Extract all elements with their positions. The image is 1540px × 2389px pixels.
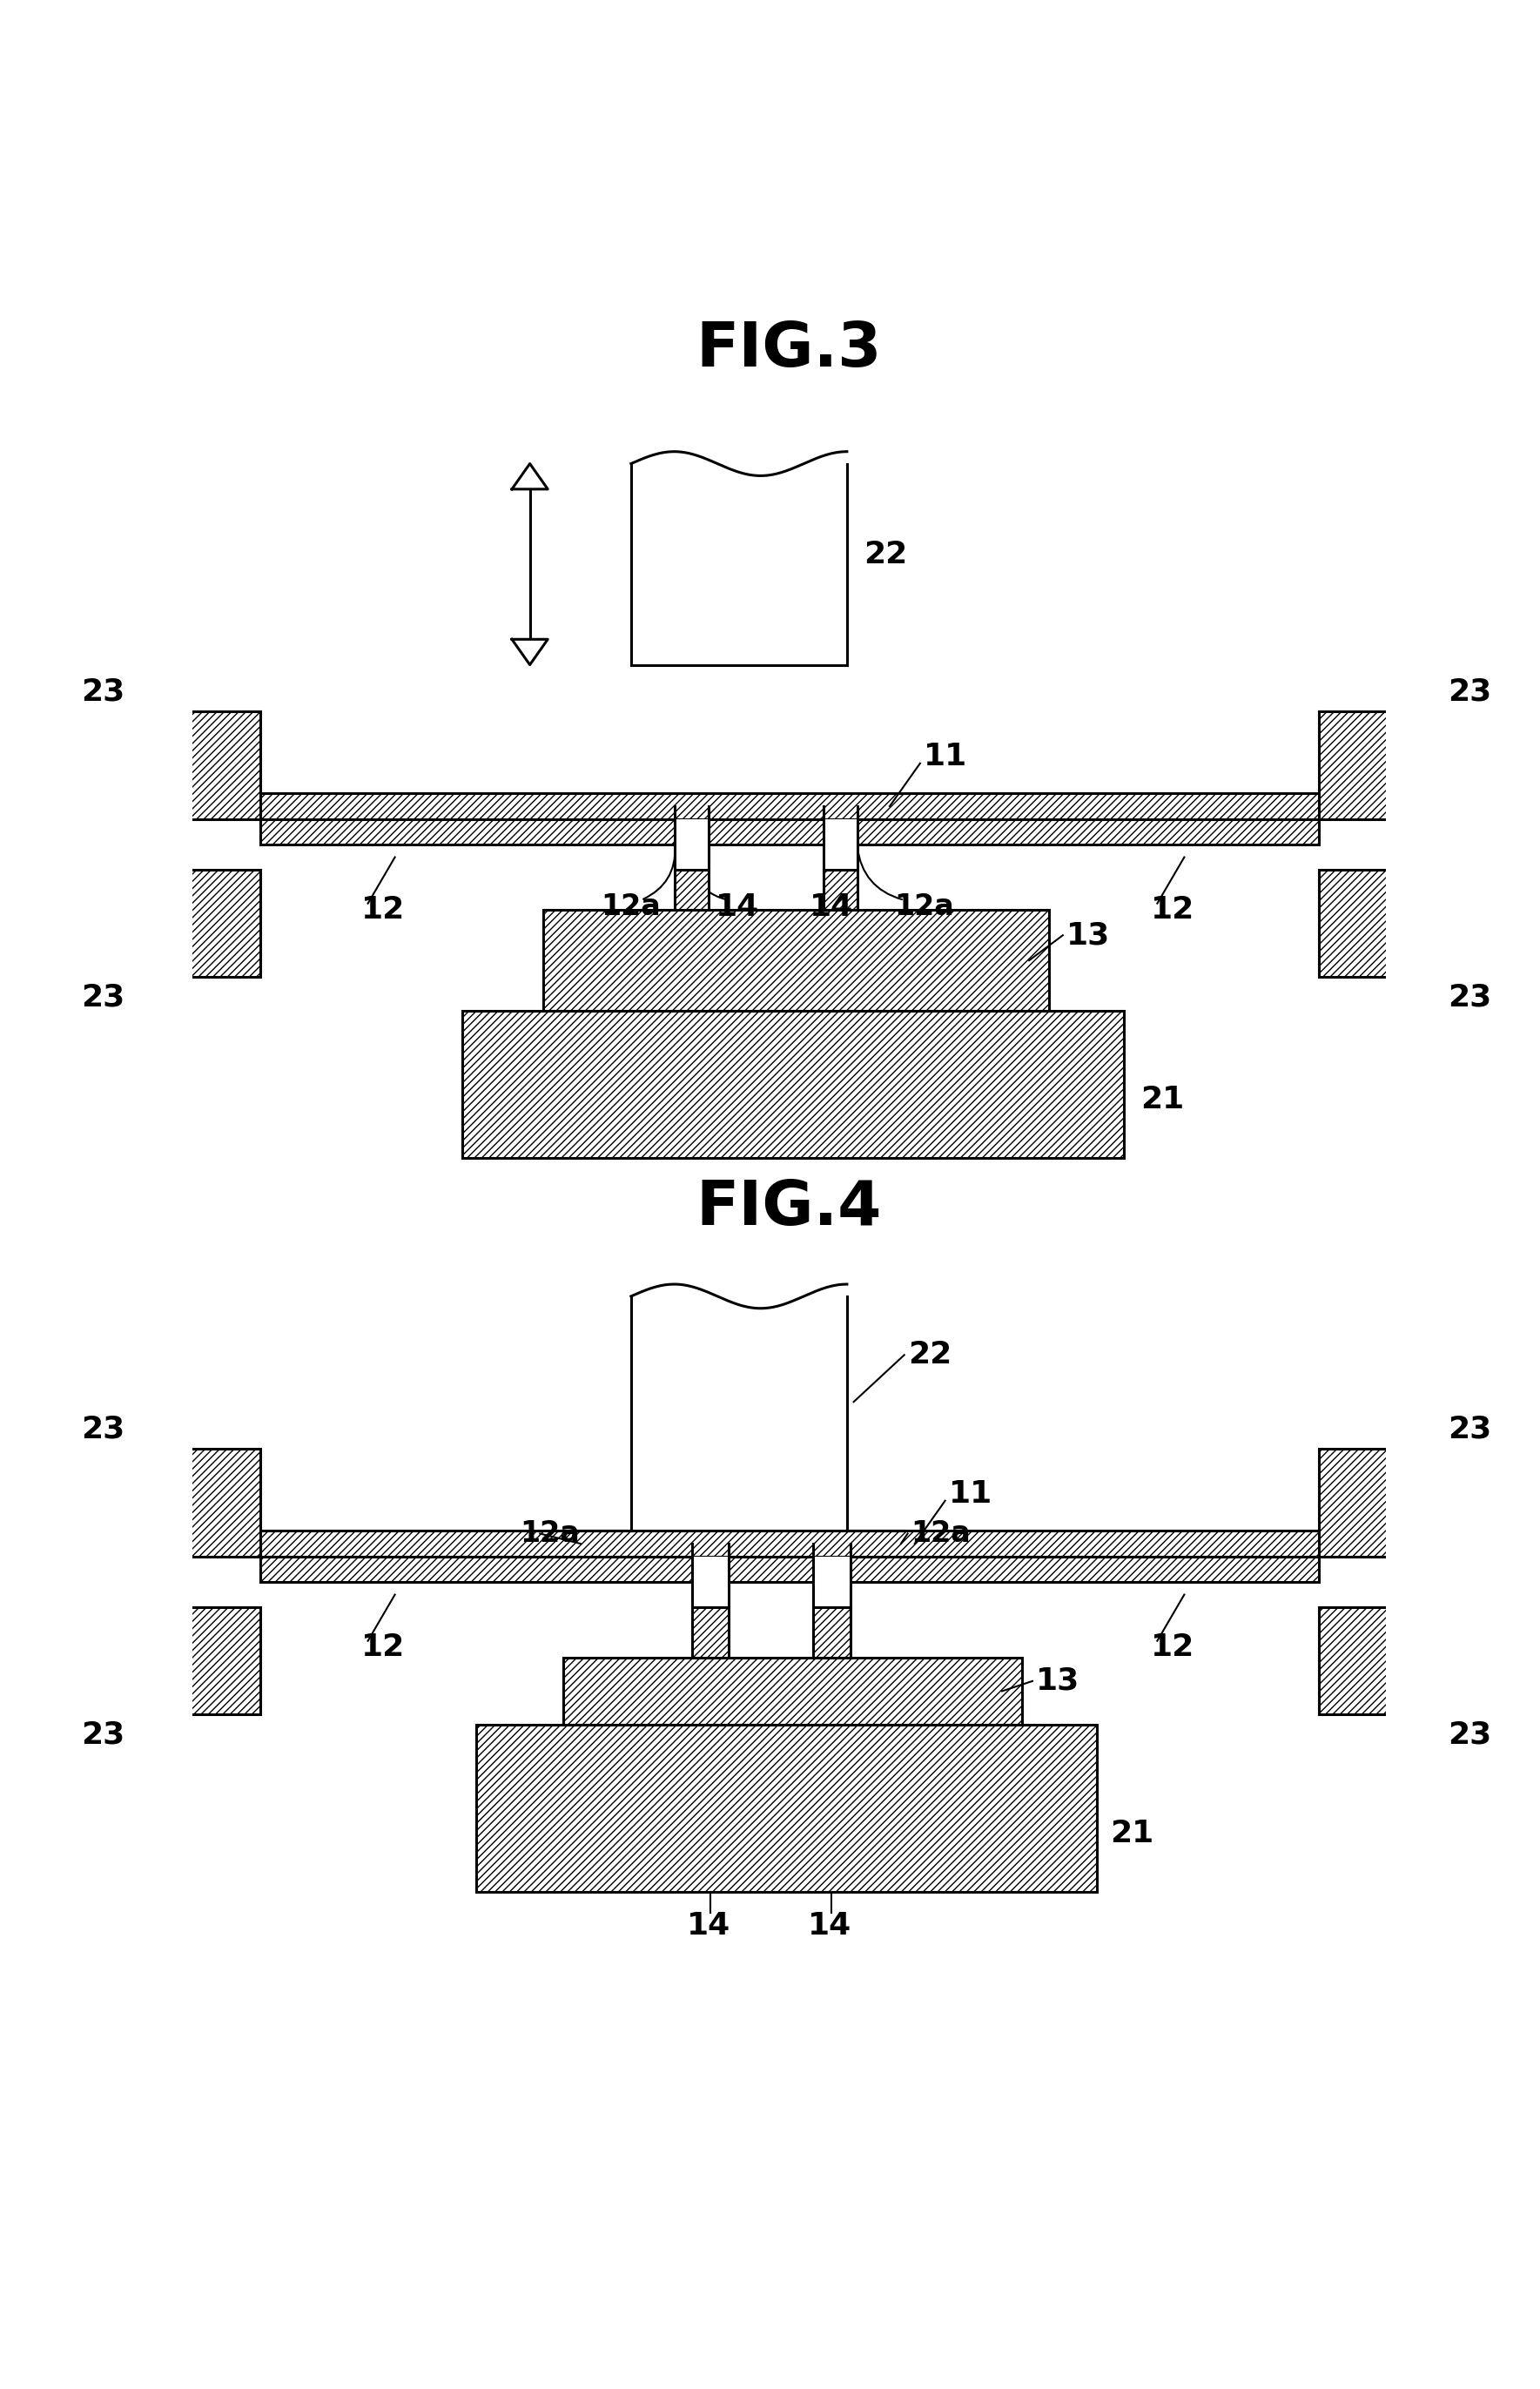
Text: FIG.3: FIG.3 [696, 320, 882, 380]
Bar [675, 819, 708, 870]
Polygon shape [511, 640, 548, 664]
Text: 21: 21 [1110, 1818, 1153, 1849]
Text: 12a: 12a [912, 1519, 970, 1548]
Text: 12a: 12a [895, 893, 953, 922]
Text: 23: 23 [1448, 982, 1491, 1013]
Text: 12: 12 [1150, 896, 1195, 925]
Text: 14: 14 [808, 1911, 852, 1940]
Text: 12: 12 [362, 896, 405, 925]
Text: 23: 23 [82, 1414, 125, 1443]
Bar [631, 1297, 847, 1531]
Text: 11: 11 [924, 743, 967, 772]
Bar [1320, 712, 1440, 819]
Text: 23: 23 [82, 676, 125, 707]
Bar [1320, 870, 1440, 977]
Bar [631, 463, 847, 664]
Bar [139, 712, 260, 819]
Text: 23: 23 [1448, 676, 1491, 707]
Text: 14: 14 [810, 891, 853, 922]
Text: 23: 23 [1448, 1720, 1491, 1749]
Polygon shape [511, 463, 548, 490]
Text: 14: 14 [687, 1911, 730, 1940]
Text: 22: 22 [907, 1340, 952, 1369]
Bar [139, 1608, 260, 1715]
Bar [675, 870, 708, 910]
Bar [813, 1555, 850, 1608]
Text: 13: 13 [1036, 1665, 1080, 1696]
Bar [631, 1297, 847, 1531]
Bar [544, 910, 1049, 1011]
Bar [1320, 1450, 1440, 1555]
Text: FIG.4: FIG.4 [696, 1178, 882, 1238]
Text: 12: 12 [1150, 1632, 1195, 1663]
Bar [813, 1608, 850, 1658]
Bar [691, 1608, 728, 1658]
Text: 23: 23 [82, 982, 125, 1013]
Text: 23: 23 [1448, 1414, 1491, 1443]
Text: 13: 13 [1066, 920, 1110, 951]
Text: 22: 22 [864, 540, 907, 569]
Bar [476, 1725, 1096, 1892]
Text: 12a: 12a [601, 893, 661, 922]
Bar [824, 819, 858, 870]
Text: 11: 11 [949, 1479, 992, 1510]
Bar [1320, 1608, 1440, 1715]
Bar [691, 1555, 728, 1608]
Text: 23: 23 [82, 1720, 125, 1749]
Bar [260, 819, 1320, 843]
Bar [139, 1450, 260, 1555]
Bar [139, 870, 260, 977]
Text: 12a: 12a [519, 1519, 579, 1548]
Text: 14: 14 [716, 891, 759, 922]
Bar [260, 1531, 1320, 1555]
Bar [260, 793, 1320, 819]
Bar [564, 1658, 1023, 1725]
Bar [631, 463, 847, 664]
Bar [462, 1011, 1124, 1159]
Text: 21: 21 [1141, 1085, 1184, 1113]
Bar [824, 870, 858, 910]
Bar [260, 1555, 1320, 1582]
Text: 12: 12 [362, 1632, 405, 1663]
